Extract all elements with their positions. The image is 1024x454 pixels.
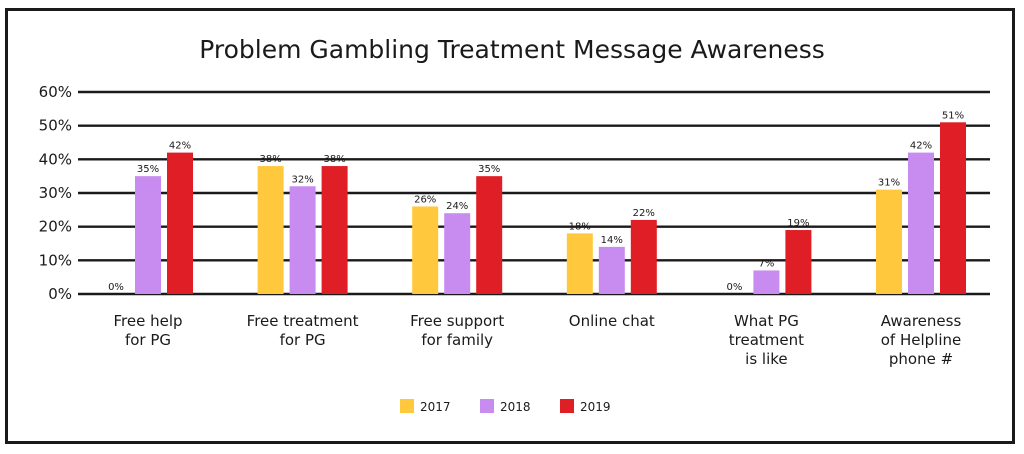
bar — [598, 246, 625, 294]
legend-label: 2017 — [420, 400, 451, 414]
chart-frame — [5, 8, 1015, 444]
data-label: 22% — [633, 208, 655, 219]
y-tick-label: 30% — [39, 184, 72, 202]
category-label: Free help for PG — [113, 312, 182, 349]
bar — [876, 189, 902, 294]
bar — [321, 166, 348, 294]
data-label: 14% — [601, 235, 623, 246]
category-label: Awareness of Helpline phone # — [881, 312, 962, 368]
bar — [444, 213, 471, 294]
chart-title: Problem Gambling Treatment Message Aware… — [199, 35, 825, 64]
category-label: Online chat — [569, 312, 655, 330]
bar — [630, 219, 657, 294]
legend: 2017 2018 2019 — [400, 399, 611, 414]
data-label: 32% — [291, 174, 313, 185]
y-axis: 0% 10% 20% 30% 40% 50% 60% — [39, 83, 72, 303]
data-label: 19% — [787, 218, 809, 229]
y-tick-label: 20% — [39, 218, 72, 236]
data-label: 38% — [323, 154, 345, 165]
y-tick-label: 10% — [39, 251, 72, 269]
bar — [167, 152, 193, 294]
legend-swatch — [560, 399, 574, 413]
data-label: 0% — [726, 282, 742, 293]
bar — [412, 206, 439, 294]
y-tick-label: 40% — [39, 150, 72, 168]
category-label: Free treatment for PG — [247, 312, 359, 349]
data-label: 31% — [878, 178, 900, 189]
x-axis: Free help for PG Free treatment for PG Free … — [113, 312, 961, 368]
bar — [289, 186, 316, 294]
data-label: 51% — [942, 110, 964, 121]
data-label: 42% — [169, 141, 191, 152]
bar — [785, 230, 812, 294]
grid-lines — [78, 90, 990, 296]
bar — [908, 152, 934, 294]
bar — [257, 166, 284, 294]
legend-label: 2018 — [500, 400, 531, 414]
category-label: Free support for family — [410, 312, 504, 349]
data-label: 42% — [910, 141, 932, 152]
data-label: 24% — [446, 201, 468, 212]
legend-label: 2019 — [580, 400, 611, 414]
data-label: 18% — [569, 221, 591, 232]
bar — [753, 270, 780, 294]
data-label: 26% — [414, 194, 436, 205]
bars: 0% 35% 42% 38% 32% 38% 26% 24% 35% 18% 14% 22% 0% 7% 1… — [108, 110, 966, 294]
legend-swatch — [480, 399, 494, 413]
bar — [566, 233, 593, 294]
data-label: 38% — [259, 154, 281, 165]
data-label: 35% — [137, 164, 159, 175]
data-label: 35% — [478, 164, 500, 175]
bar — [940, 122, 966, 294]
data-label: 0% — [108, 282, 124, 293]
y-tick-label: 50% — [39, 117, 72, 135]
y-tick-label: 60% — [39, 83, 72, 101]
bar — [135, 176, 161, 294]
y-tick-label: 0% — [48, 285, 72, 303]
bar — [476, 176, 503, 294]
data-label: 7% — [758, 258, 774, 269]
category-label: What PG treatment is like — [729, 312, 804, 368]
legend-swatch — [400, 399, 414, 413]
